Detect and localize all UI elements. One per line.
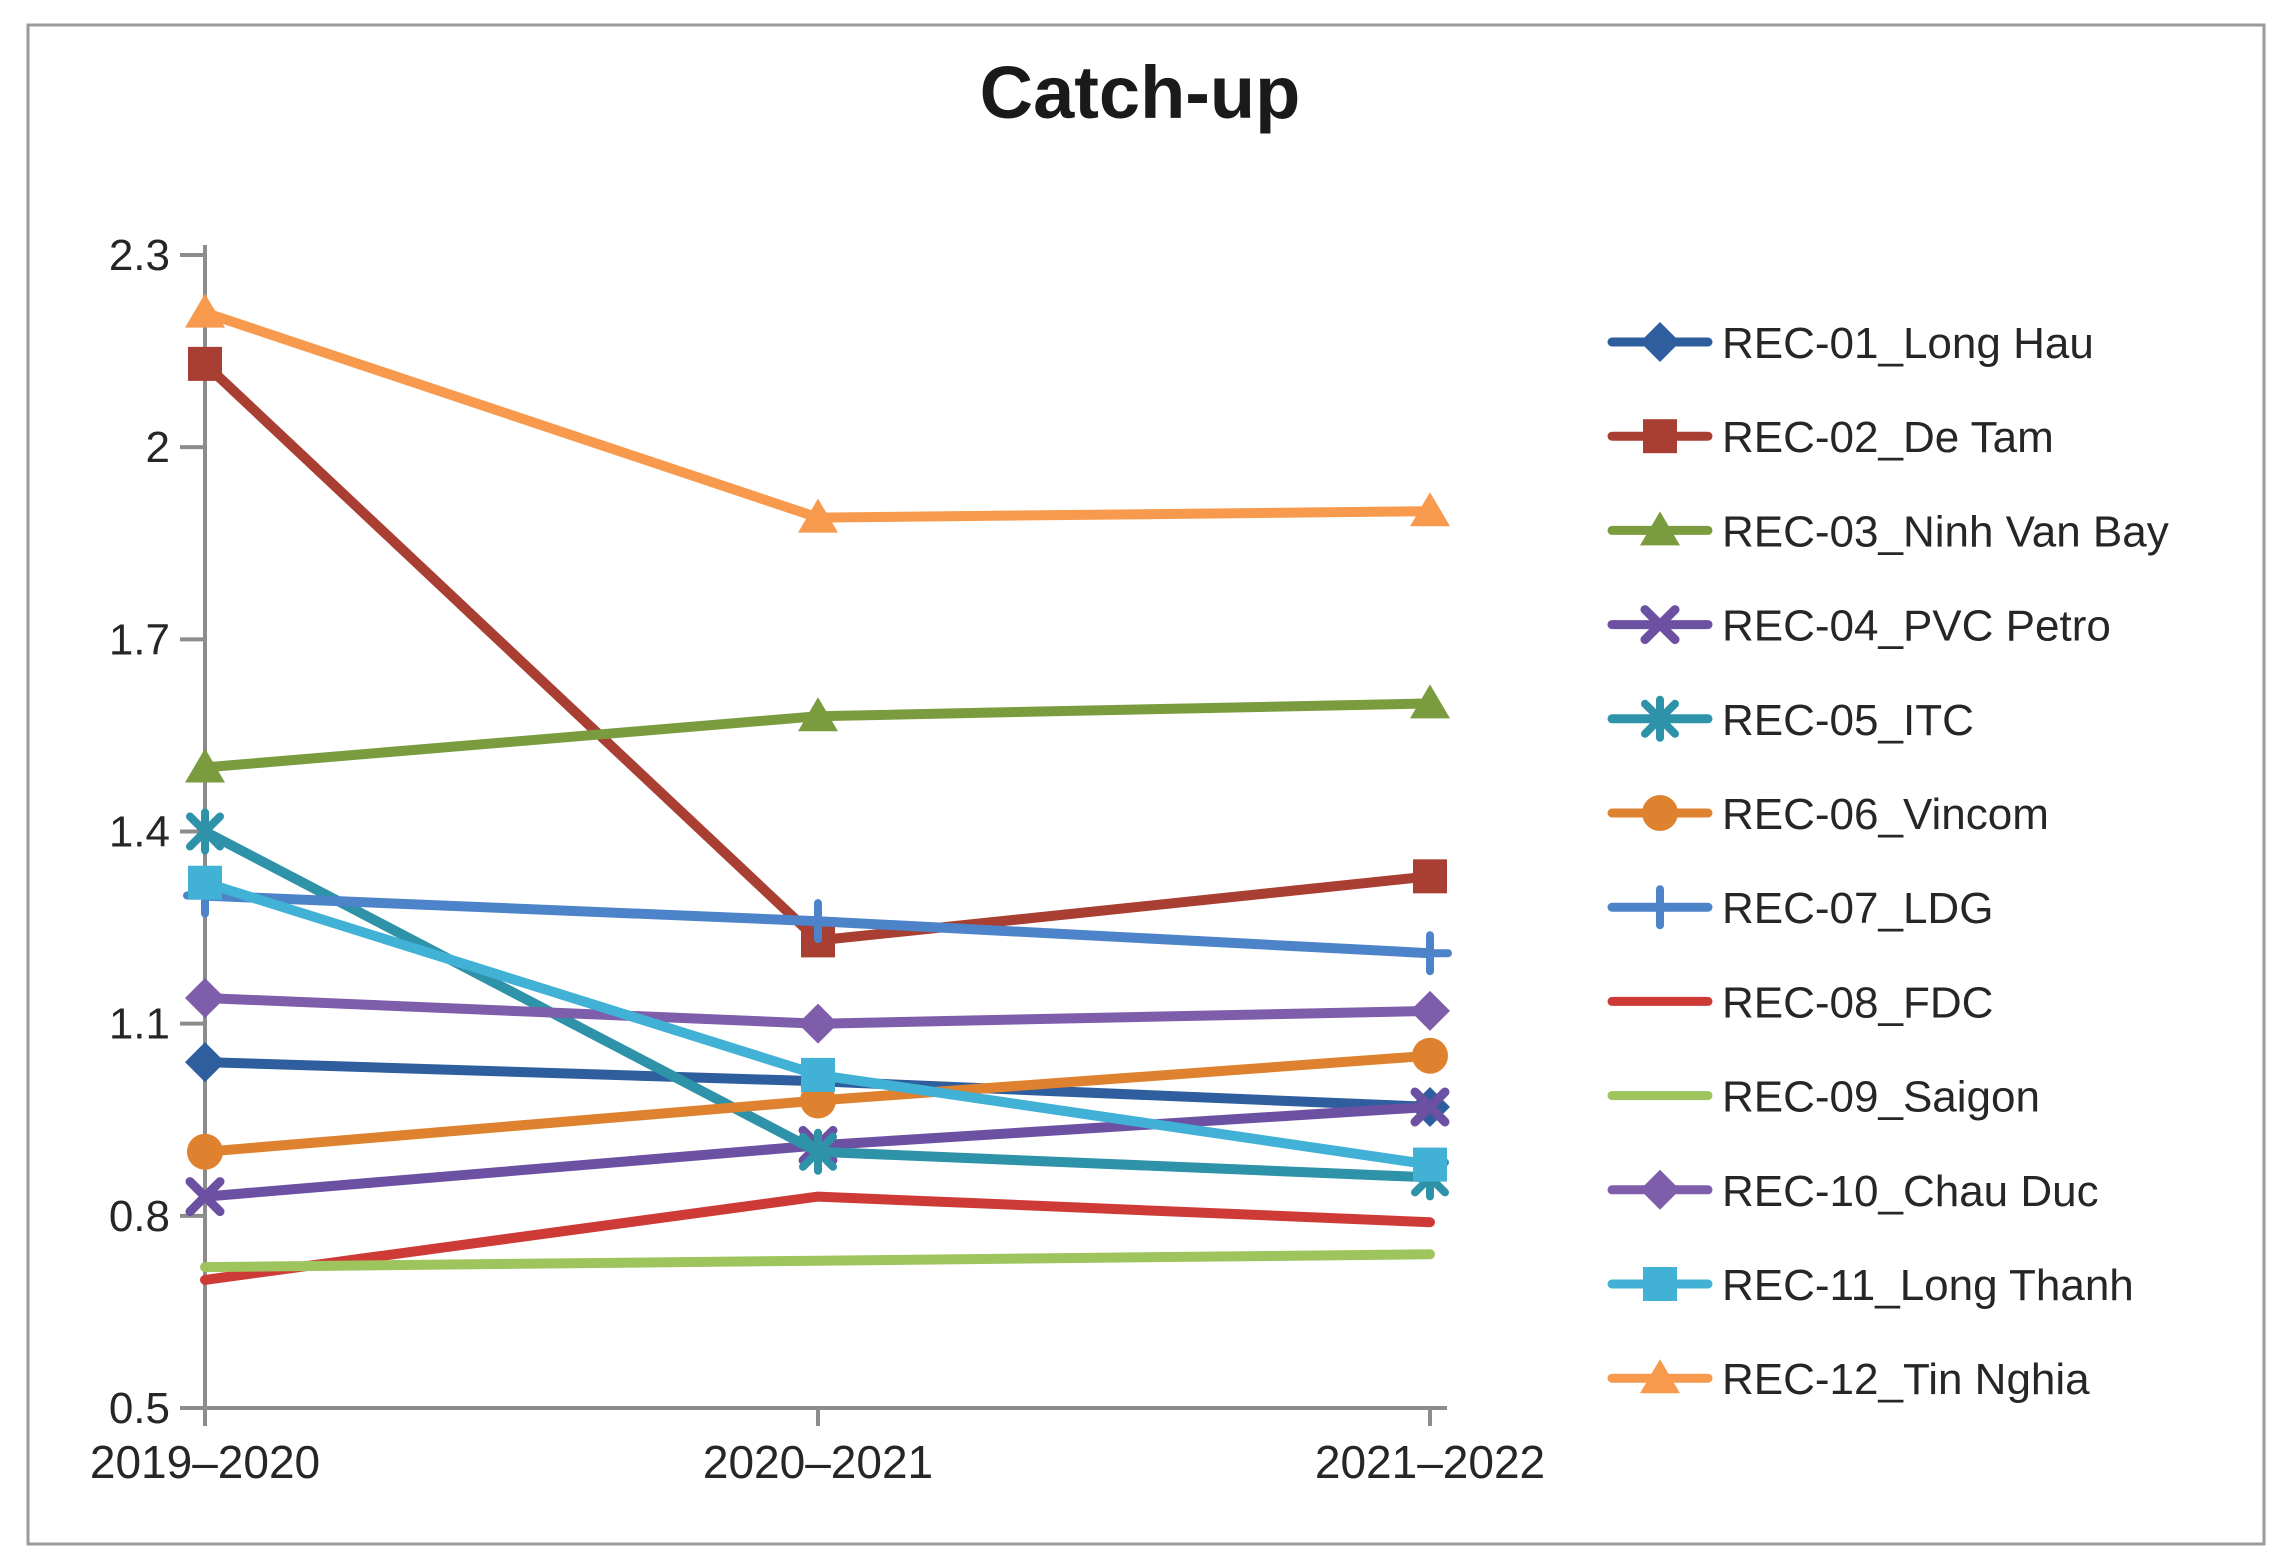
- legend-label: REC-06_Vincom: [1722, 790, 2049, 839]
- square-marker: [1413, 859, 1447, 894]
- series-rec-12-tin-nghia: [185, 293, 1450, 533]
- square-marker: [1413, 1147, 1447, 1182]
- square-marker: [1643, 1267, 1677, 1301]
- diamond-marker: [1640, 322, 1680, 362]
- series-rec-11-long-thanh: [188, 865, 1447, 1182]
- legend-item-rec-07-ldg: REC-07_LDG: [1607, 884, 1993, 933]
- triangle-marker: [1410, 492, 1450, 527]
- triangle-marker: [1410, 684, 1450, 719]
- circle-marker: [1642, 795, 1678, 831]
- diamond-marker: [1640, 1169, 1680, 1210]
- x-marker: [1410, 1087, 1450, 1127]
- series-line: [200, 1191, 1435, 1285]
- frame-border: [26, 23, 2266, 1546]
- legend-item-rec-06-vincom: REC-06_Vincom: [1607, 790, 2049, 839]
- asterisk-marker: [1641, 695, 1679, 742]
- diamond-marker: [798, 1003, 838, 1044]
- legend-item-rec-10-chau-duc: REC-10_Chau Duc: [1607, 1167, 2099, 1216]
- series-rec-10-chau-duc: [185, 978, 1450, 1044]
- y-tick-label: 2: [146, 423, 170, 472]
- x-tick-label: 2019–2020: [90, 1436, 320, 1488]
- square-marker: [801, 1057, 835, 1092]
- legend-item-rec-09-saigon: REC-09_Saigon: [1607, 1073, 2040, 1122]
- legend-label: REC-04_PVC Petro: [1722, 602, 2111, 651]
- legend-item-rec-05-itc: REC-05_ITC: [1607, 695, 1974, 745]
- diamond-marker: [185, 1042, 225, 1083]
- legend-label: REC-07_LDG: [1722, 884, 1993, 933]
- y-tick-label: 0.5: [109, 1384, 170, 1433]
- legend-item-rec-03-ninh-van-bay: REC-03_Ninh Van Bay: [1607, 507, 2169, 556]
- square-marker: [188, 346, 222, 381]
- x-marker: [1640, 605, 1680, 645]
- legend-label: REC-11_Long Thanh: [1722, 1261, 2134, 1310]
- diamond-marker: [1410, 990, 1450, 1031]
- square-marker: [188, 865, 222, 900]
- triangle-marker: [1640, 511, 1680, 546]
- square-marker: [1643, 419, 1677, 454]
- legend-label: REC-05_ITC: [1722, 696, 1974, 745]
- plus-marker: [1638, 885, 1682, 930]
- legend-label: REC-08_FDC: [1722, 978, 1993, 1027]
- y-tick-label: 1.7: [109, 615, 170, 664]
- legend-item-rec-12-tin-nghia: REC-12_Tin Nghia: [1607, 1355, 2090, 1404]
- legend-item-rec-08-fdc: REC-08_FDC: [1607, 978, 1993, 1027]
- plus-marker: [1408, 931, 1452, 976]
- circle-marker: [1412, 1037, 1448, 1074]
- y-tick-label: 2.3: [109, 231, 170, 280]
- legend-label: REC-12_Tin Nghia: [1722, 1355, 2090, 1404]
- diamond-marker: [185, 978, 225, 1019]
- plus-marker: [796, 899, 840, 944]
- y-tick-label: 1.1: [109, 1000, 170, 1049]
- legend-item-rec-01-long-hau: REC-01_Long Hau: [1607, 319, 2094, 368]
- legend-label: REC-02_De Tam: [1722, 413, 2054, 462]
- legend-label: REC-03_Ninh Van Bay: [1722, 507, 2169, 556]
- asterisk-marker: [186, 808, 224, 855]
- legend-label: REC-09_Saigon: [1722, 1073, 2040, 1122]
- series-line: [200, 1249, 1435, 1273]
- triangle-marker: [798, 697, 838, 732]
- series-rec-08-fdc: [200, 1191, 1435, 1285]
- triangle-marker: [798, 498, 838, 533]
- legend-label: REC-10_Chau Duc: [1722, 1167, 2099, 1216]
- x-tick-label: 2020–2021: [703, 1436, 933, 1488]
- triangle-marker: [185, 748, 225, 783]
- series-rec-09-saigon: [200, 1249, 1435, 1273]
- y-tick-label: 0.8: [109, 1192, 170, 1241]
- asterisk-marker: [799, 1128, 837, 1175]
- y-tick-label: 1.4: [109, 808, 170, 857]
- triangle-marker: [1640, 1359, 1680, 1394]
- x-tick-label: 2021–2022: [1315, 1436, 1545, 1488]
- triangle-marker: [185, 293, 225, 328]
- x-marker: [185, 1177, 225, 1217]
- legend: REC-01_Long Hau REC-02_De Tam REC-03_Ninh …: [1607, 319, 2169, 1404]
- legend-item-rec-04-pvc-petro: REC-04_PVC Petro: [1607, 602, 2111, 651]
- series-rec-03-ninh-van-bay: [185, 684, 1450, 783]
- legend-label: REC-01_Long Hau: [1722, 319, 2094, 368]
- circle-marker: [187, 1133, 223, 1170]
- legend-item-rec-02-de-tam: REC-02_De Tam: [1607, 413, 2054, 462]
- legend-item-rec-11-long-thanh: REC-11_Long Thanh: [1607, 1261, 2134, 1310]
- chart-title: Catch-up: [980, 51, 1301, 134]
